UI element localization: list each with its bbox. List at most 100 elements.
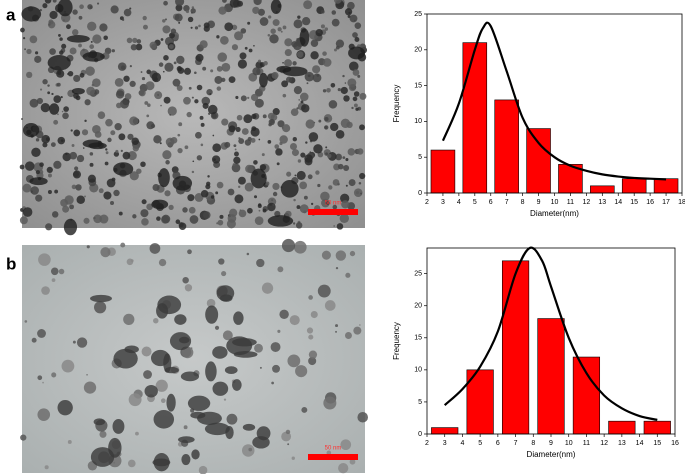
particle [250, 93, 259, 102]
particle [328, 185, 333, 190]
particle [231, 44, 239, 51]
particle [35, 138, 40, 142]
particle [324, 300, 336, 311]
particle [79, 4, 84, 10]
particle [328, 100, 338, 109]
particle [94, 131, 102, 138]
particle [19, 216, 28, 225]
particle [337, 87, 341, 92]
particle [294, 174, 297, 177]
particle [248, 48, 253, 53]
particle [308, 334, 314, 340]
particle [72, 170, 82, 179]
particle [188, 206, 196, 214]
particle [37, 329, 46, 338]
y-tick-label: 5 [418, 154, 422, 161]
particle [333, 225, 336, 227]
particle [337, 163, 344, 170]
x-tick-label: 2 [425, 440, 429, 447]
particle-cluster [71, 87, 85, 95]
particle [335, 266, 339, 270]
particle-cluster [270, 0, 282, 15]
particle [335, 39, 345, 48]
particle [52, 0, 57, 3]
particle [236, 114, 243, 121]
particle [192, 160, 195, 163]
particle [123, 75, 130, 82]
particle-cluster [190, 411, 206, 419]
x-tick-label: 4 [457, 199, 461, 206]
particle [226, 413, 238, 425]
particle [253, 160, 258, 165]
particle [37, 408, 51, 421]
particle [113, 189, 120, 197]
particle [92, 78, 101, 87]
particle-cluster [177, 436, 195, 443]
particle [93, 89, 100, 95]
particle [178, 222, 187, 231]
particle [295, 222, 303, 229]
particle [282, 93, 287, 98]
x-tick-label: 12 [600, 440, 608, 447]
particle [49, 48, 56, 55]
particle [171, 166, 179, 174]
particle [186, 111, 192, 118]
particle [267, 140, 272, 144]
particle [296, 107, 299, 110]
y-tick-label: 10 [414, 367, 422, 374]
particle [272, 108, 280, 116]
particle [313, 144, 323, 154]
bar [494, 99, 519, 194]
particle [353, 326, 362, 335]
particle [259, 366, 262, 369]
bar [643, 420, 671, 435]
particle [267, 202, 276, 212]
particle [58, 34, 61, 37]
particle [248, 447, 253, 452]
particle [170, 136, 178, 144]
particle [114, 122, 122, 131]
particle [190, 26, 193, 29]
particle [194, 99, 199, 104]
particle [67, 73, 69, 75]
particle [238, 209, 247, 218]
particle-cluster [22, 123, 40, 138]
particle [123, 313, 135, 325]
particle [47, 91, 51, 95]
particle [284, 210, 292, 218]
particle [233, 144, 237, 148]
particle [86, 373, 88, 376]
particle [340, 193, 350, 203]
particle [344, 8, 353, 16]
x-tick-label: 6 [489, 199, 493, 206]
particle [154, 91, 163, 100]
particle [269, 34, 279, 44]
particle [323, 396, 337, 410]
particle [38, 253, 51, 266]
particle [244, 182, 254, 192]
particle [50, 142, 56, 148]
particle-cluster [93, 418, 106, 426]
particle [136, 39, 142, 44]
particle [306, 82, 309, 85]
particle [316, 73, 320, 77]
particle [335, 250, 347, 261]
particle [257, 203, 262, 208]
particle [277, 27, 282, 32]
particle [84, 99, 91, 106]
x-tick-label: 3 [443, 440, 447, 447]
particle [44, 465, 49, 470]
particle-cluster [152, 458, 171, 467]
particle [272, 364, 280, 373]
particle [51, 278, 56, 282]
particle [241, 444, 255, 457]
particle [237, 176, 246, 185]
particle-cluster [299, 28, 310, 47]
y-tick-label: 25 [414, 270, 422, 277]
particle [160, 398, 166, 404]
particle [47, 173, 52, 178]
particle [332, 204, 338, 210]
x-tick-label: 16 [646, 199, 654, 206]
particle [61, 43, 67, 49]
particle [262, 114, 267, 119]
